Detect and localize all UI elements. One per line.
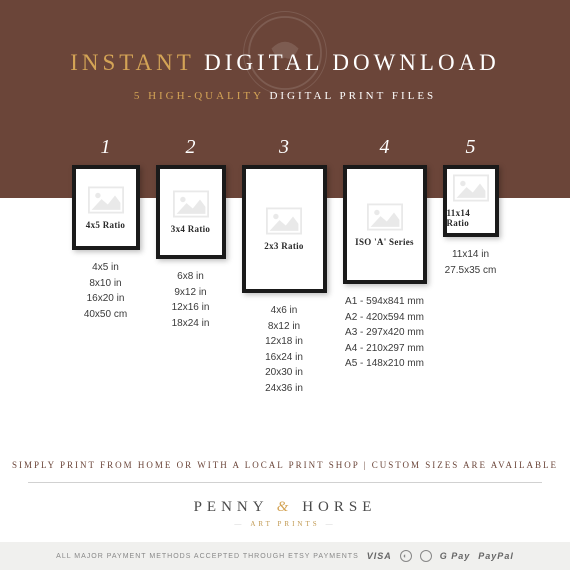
- frame-column-4: 4 ISO 'A' Series A1 - 594x841 mmA2 - 420x5…: [343, 136, 427, 372]
- image-placeholder-icon: [88, 186, 124, 214]
- frame-column-1: 1 4x5 Ratio 4x5 in8x10 in16x20 in40x50 cm: [72, 136, 140, 322]
- size-item: A3 - 297x420 mm: [345, 325, 424, 341]
- size-list: 4x5 in8x10 in16x20 in40x50 cm: [84, 260, 127, 322]
- print-frame: 2x3 Ratio: [242, 165, 327, 293]
- brand-name: PENNY & HORSE: [0, 483, 570, 520]
- size-list: A1 - 594x841 mmA2 - 420x594 mmA3 - 297x4…: [345, 294, 424, 372]
- size-list: 4x6 in8x12 in12x18 in16x24 in20x30 in24x…: [265, 303, 303, 396]
- mastercard-icon: ◐: [400, 550, 412, 562]
- visa-icon: VISA: [367, 551, 392, 561]
- ratio-label: 4x5 Ratio: [86, 220, 125, 230]
- brand-right: HORSE: [302, 499, 376, 515]
- frame-column-3: 32x3 Ratio4x6 in8x12 in12x18 in16x24 in2…: [242, 136, 327, 396]
- brand-subtitle: ART PRINTS: [0, 520, 570, 542]
- size-item: 4x5 in: [84, 260, 127, 276]
- size-item: 12x16 in: [172, 300, 210, 316]
- size-list: 11x14 in27.5x35 cm: [445, 247, 497, 278]
- print-frame: 4x5 Ratio: [72, 165, 140, 250]
- ratio-label: 11x14 Ratio: [447, 208, 495, 228]
- applepay-icon: [420, 550, 432, 562]
- size-item: 9x12 in: [172, 285, 210, 301]
- frame-number: 3: [279, 136, 289, 159]
- size-item: 4x6 in: [265, 303, 303, 319]
- frame-number: 1: [101, 136, 111, 159]
- frame-number: 5: [466, 136, 476, 159]
- size-item: 24x36 in: [265, 381, 303, 397]
- print-frame: 3x4 Ratio: [156, 165, 226, 259]
- payment-text: ALL MAJOR PAYMENT METHODS ACCEPTED THROU…: [56, 553, 359, 560]
- size-item: 6x8 in: [172, 269, 210, 285]
- size-item: 16x20 in: [84, 291, 127, 307]
- image-placeholder-icon: [453, 174, 489, 202]
- frame-number: 4: [380, 136, 390, 159]
- brand-left: PENNY: [194, 499, 268, 515]
- brand-ampersand: &: [277, 499, 294, 515]
- size-item: 18x24 in: [172, 316, 210, 332]
- size-item: A2 - 420x594 mm: [345, 310, 424, 326]
- image-placeholder-icon: [173, 190, 209, 218]
- footer: SIMPLY PRINT FROM HOME OR WITH A LOCAL P…: [0, 450, 570, 570]
- size-list: 6x8 in9x12 in12x16 in18x24 in: [172, 269, 210, 331]
- size-item: 12x18 in: [265, 334, 303, 350]
- image-placeholder-icon: [367, 203, 403, 231]
- gpay-icon: G Pay: [440, 551, 471, 561]
- title-white: DIGITAL DOWNLOAD: [194, 50, 499, 75]
- size-item: A5 - 148x210 mm: [345, 356, 424, 372]
- frame-column-5: 5 11x14 Ratio 11x14 in27.5x35 cm: [443, 136, 499, 278]
- title-accent: INSTANT: [70, 50, 194, 75]
- size-item: 27.5x35 cm: [445, 263, 497, 279]
- footer-tagline: SIMPLY PRINT FROM HOME OR WITH A LOCAL P…: [0, 450, 570, 482]
- print-frame: 11x14 Ratio: [443, 165, 499, 237]
- size-item: A4 - 210x297 mm: [345, 341, 424, 357]
- print-frame: ISO 'A' Series: [343, 165, 427, 284]
- size-item: 8x12 in: [265, 319, 303, 335]
- frame-column-2: 2 3x4 Ratio 6x8 in9x12 in12x16 in18x24 in: [156, 136, 226, 331]
- main-title: INSTANT DIGITAL DOWNLOAD: [0, 50, 570, 76]
- frame-number: 2: [186, 136, 196, 159]
- size-item: 16x24 in: [265, 350, 303, 366]
- size-item: 40x50 cm: [84, 307, 127, 323]
- payment-row: ALL MAJOR PAYMENT METHODS ACCEPTED THROU…: [0, 542, 570, 570]
- size-item: 11x14 in: [445, 247, 497, 263]
- size-item: 8x10 in: [84, 276, 127, 292]
- size-item: A1 - 594x841 mm: [345, 294, 424, 310]
- ratio-label: 3x4 Ratio: [171, 224, 210, 234]
- size-item: 20x30 in: [265, 365, 303, 381]
- ratio-label: ISO 'A' Series: [355, 237, 414, 247]
- paypal-icon: PayPal: [478, 551, 514, 561]
- image-placeholder-icon: [266, 207, 302, 235]
- ratio-label: 2x3 Ratio: [264, 241, 303, 251]
- frames-row: 1 4x5 Ratio 4x5 in8x10 in16x20 in40x50 cm 2…: [0, 136, 570, 396]
